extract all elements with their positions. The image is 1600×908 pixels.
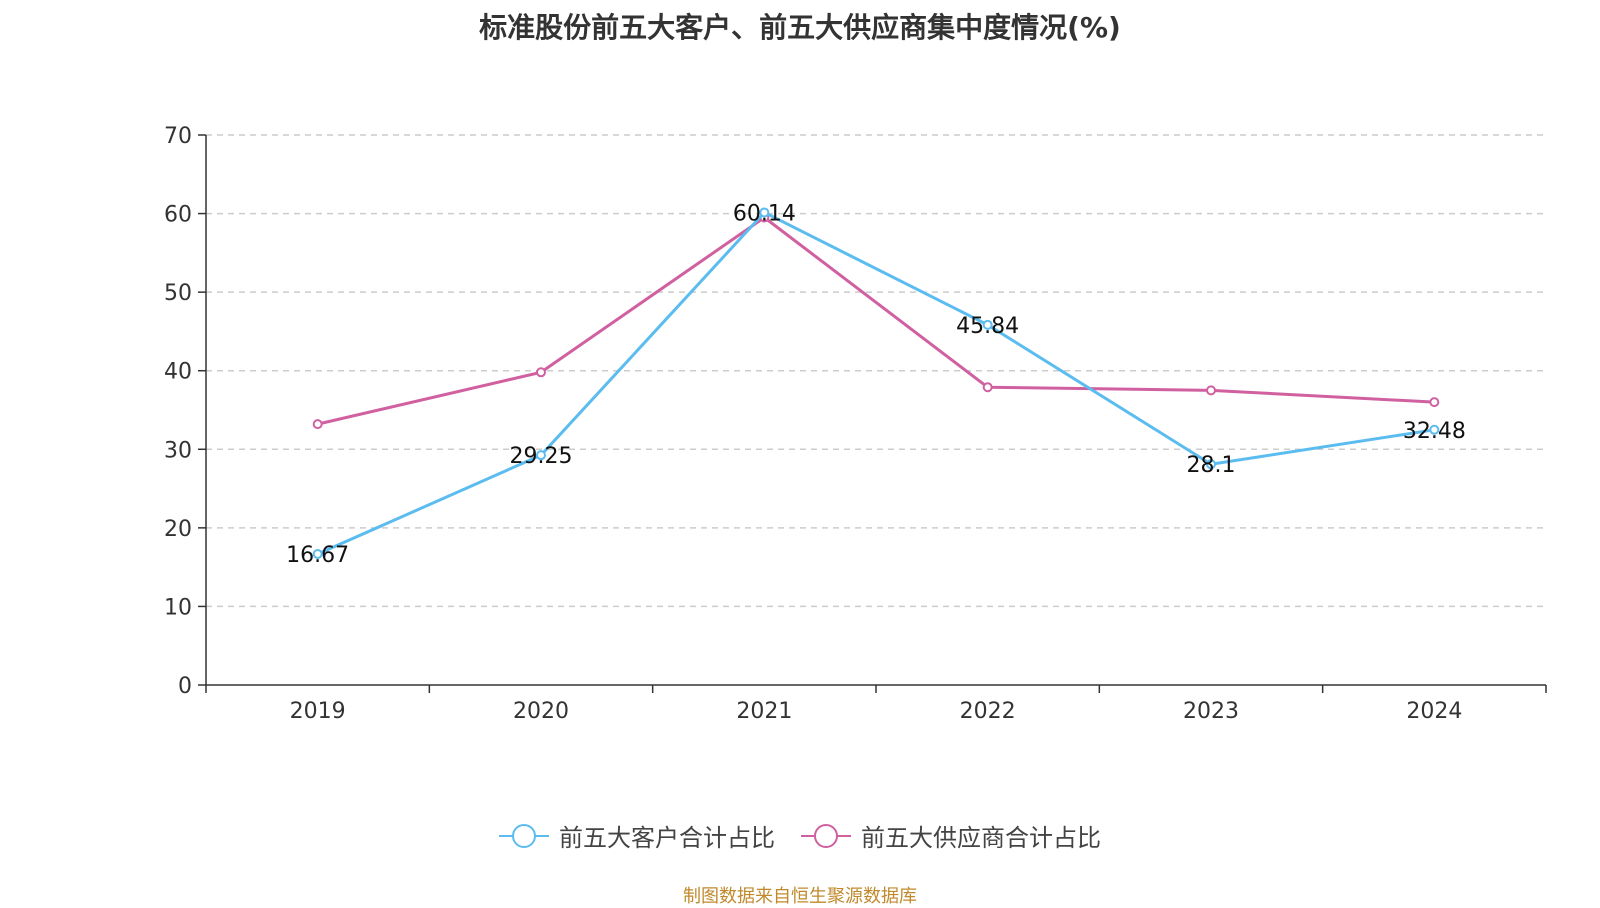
series-point-0-2020[interactable] [536, 450, 546, 461]
legend-circle-customers [512, 823, 536, 848]
x-tick-label-2021: 2021 [736, 699, 792, 724]
legend-marker-customers [499, 823, 549, 848]
series-line-0 [317, 210, 1435, 556]
legend-circle-suppliers [814, 823, 838, 848]
data-label-2020: 29.25 [510, 444, 573, 469]
x-tick-label-2020: 2020 [513, 699, 569, 724]
legend-item-suppliers[interactable]: 前五大供应商合计占比 [801, 818, 1101, 853]
series-point-0-2021[interactable] [759, 207, 770, 218]
y-tick-label-70: 70 [164, 124, 192, 149]
series-point-1-2020[interactable] [536, 367, 546, 378]
series-point-1-2024[interactable] [1429, 397, 1440, 408]
data-label-2024: 32.48 [1403, 419, 1466, 444]
y-tick-label-60: 60 [164, 203, 192, 228]
series-point-1-2023[interactable] [1206, 385, 1216, 396]
series-point-0-2019[interactable] [312, 549, 323, 560]
x-tick-label-2022: 2022 [960, 699, 1016, 724]
grid-lines [206, 134, 1546, 608]
series-point-1-2019[interactable] [312, 419, 323, 430]
data-label-2022: 45.84 [956, 314, 1019, 339]
y-tick-label-0: 0 [178, 674, 192, 699]
legend-item-customers[interactable]: 前五大客户合计占比 [499, 818, 775, 853]
series-point-0-2024[interactable] [1429, 424, 1440, 435]
legend-label-suppliers: 前五大供应商合计占比 [861, 824, 1101, 852]
source-note: 制图数据来自恒生聚源数据库 [683, 886, 917, 907]
series-point-0-2022[interactable] [982, 319, 993, 330]
y-axis-ticks: 0 10 20 30 40 50 60 70 [164, 124, 206, 699]
legend-label-customers: 前五大客户合计占比 [559, 824, 775, 852]
data-label-2021: 60.14 [733, 201, 796, 226]
data-label-2019: 16.67 [286, 543, 349, 568]
axes [205, 135, 1546, 686]
y-tick-label-50: 50 [164, 281, 192, 306]
y-tick-label-20: 20 [164, 517, 192, 542]
data-labels: 16.67 29.25 60.14 45.84 28.1 32.48 [286, 201, 1466, 568]
legend: 前五大客户合计占比 前五大供应商合计占比 [0, 818, 1600, 853]
y-tick-label-10: 10 [164, 595, 192, 620]
series-group [312, 207, 1440, 560]
series-point-0-2023[interactable] [1206, 459, 1216, 470]
x-tick-label-2024: 2024 [1406, 699, 1462, 724]
series-line-1 [317, 216, 1435, 426]
chart-title: 标准股份前五大客户、前五大供应商集中度情况(%) [479, 11, 1121, 44]
y-tick-label-30: 30 [164, 438, 192, 463]
legend-marker-suppliers [801, 823, 851, 848]
x-tick-label-2023: 2023 [1183, 699, 1239, 724]
x-tick-label-2019: 2019 [290, 699, 346, 724]
data-label-2023: 28.1 [1187, 453, 1236, 478]
y-tick-label-40: 40 [164, 360, 192, 385]
series-point-1-2022[interactable] [982, 382, 993, 393]
x-axis-ticks: 2019 2020 2021 2022 2023 2024 [205, 685, 1547, 724]
